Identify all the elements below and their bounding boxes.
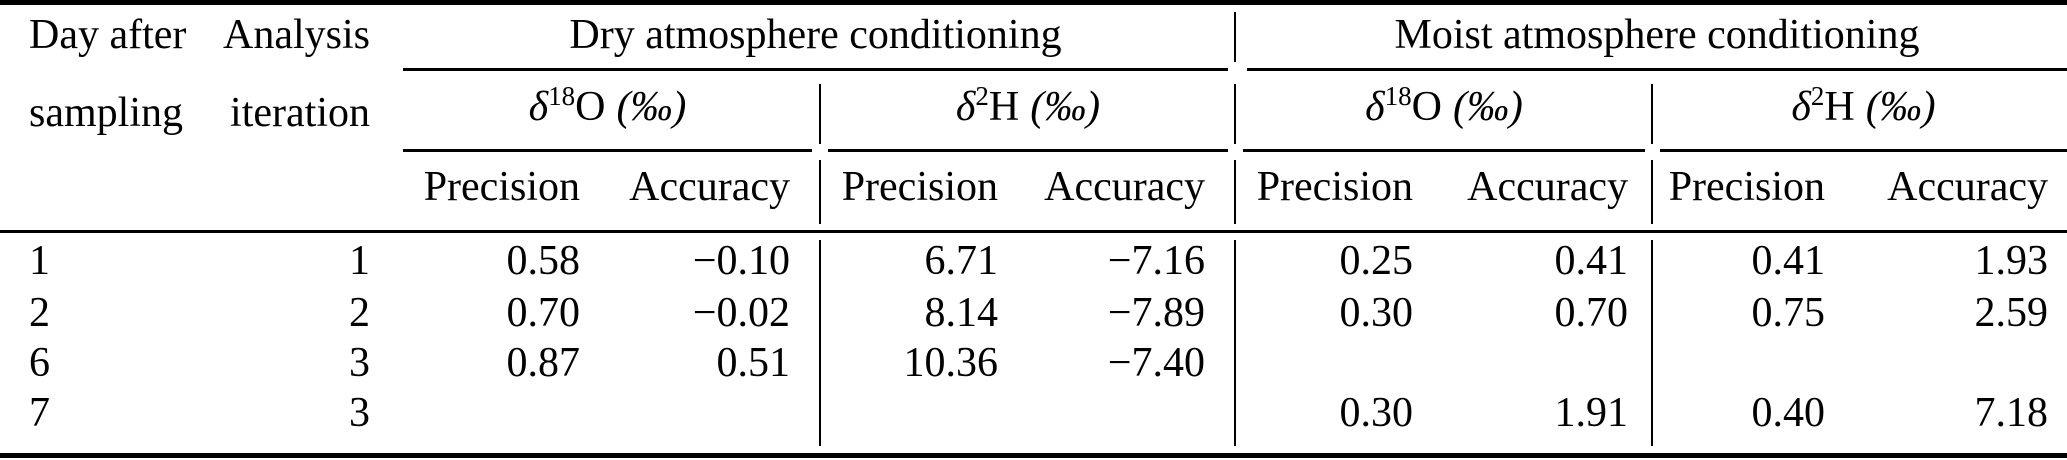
measure-header-moist-d18o-precision: Precision <box>1256 164 1413 210</box>
element-symbol: H <box>1824 84 1855 130</box>
group-header-moist: Moist atmosphere conditioning <box>1394 12 1920 58</box>
divider-sections-group-row <box>1234 12 1236 62</box>
divider-dry-isotopes-measure-row <box>819 160 821 224</box>
element-symbol: O <box>1411 84 1442 130</box>
cell-r4-day: 7 <box>29 390 50 436</box>
cell-r3-dry-d18o-accuracy: 0.51 <box>716 340 791 386</box>
delta-symbol: δ <box>1365 84 1385 130</box>
cell-r1-moist-d2h-accuracy: 1.93 <box>1974 238 2049 284</box>
delta-symbol: δ <box>1791 84 1811 130</box>
permil-unit: (‰) <box>1865 84 1936 130</box>
col-header-day-line1: Day after <box>29 12 187 58</box>
cell-r2-day: 2 <box>29 290 50 336</box>
rule-under-moist-group <box>1247 68 2067 71</box>
cell-r3-iteration: 3 <box>349 340 370 386</box>
rule-header-body-separator <box>0 230 2067 233</box>
cell-r2-dry-d18o-accuracy: −0.02 <box>692 290 790 336</box>
isotope-header-moist-d2h: δ2H (‰) <box>1660 83 2067 130</box>
cell-r1-dry-d2h-precision: 6.71 <box>924 238 999 284</box>
measure-header-moist-d2h-accuracy: Accuracy <box>1887 164 2048 210</box>
isotope-header-moist-d18o: δ18O (‰) <box>1243 83 1645 130</box>
cell-r3-dry-d18o-precision: 0.87 <box>506 340 581 386</box>
cell-r4-moist-d2h-precision: 0.40 <box>1751 390 1826 436</box>
isotope-header-dry-d2h: δ2H (‰) <box>828 83 1228 130</box>
cell-r3-day: 6 <box>29 340 50 386</box>
divider-moist-isotopes-data <box>1651 240 1653 446</box>
cell-r4-moist-d2h-accuracy: 7.18 <box>1974 390 2049 436</box>
cell-r2-dry-d2h-accuracy: −7.89 <box>1107 290 1205 336</box>
cell-r3-dry-d2h-accuracy: −7.40 <box>1107 340 1205 386</box>
cell-r4-iteration: 3 <box>349 390 370 436</box>
cell-r1-moist-d18o-precision: 0.25 <box>1339 238 1414 284</box>
divider-sections-measure-row <box>1234 160 1236 224</box>
cell-r1-dry-d2h-accuracy: −7.16 <box>1107 238 1205 284</box>
delta-symbol: δ <box>528 84 549 130</box>
measure-header-dry-d18o-precision: Precision <box>423 164 580 210</box>
mass-superscript: 18 <box>548 81 576 111</box>
permil-unit: (‰) <box>1030 84 1101 130</box>
cell-r1-day: 1 <box>29 238 50 284</box>
measure-header-dry-d2h-precision: Precision <box>841 164 998 210</box>
permil-unit: (‰) <box>616 84 687 130</box>
rule-under-moist-d18o <box>1243 149 1645 152</box>
divider-moist-isotopes-isotope-row <box>1651 84 1653 144</box>
divider-sections-data <box>1234 240 1236 446</box>
cell-r2-dry-d18o-precision: 0.70 <box>506 290 581 336</box>
rule-under-dry-group <box>403 68 1228 71</box>
divider-moist-isotopes-measure-row <box>1651 160 1653 224</box>
cell-r1-moist-d18o-accuracy: 0.41 <box>1554 238 1629 284</box>
element-symbol: O <box>575 84 606 130</box>
cell-r1-dry-d18o-accuracy: −0.10 <box>692 238 790 284</box>
group-header-dry: Dry atmosphere conditioning <box>569 12 1062 58</box>
divider-sections-isotope-row <box>1234 84 1236 144</box>
permil-unit: (‰) <box>1452 84 1523 130</box>
mass-superscript: 18 <box>1384 81 1412 111</box>
cell-r2-moist-d18o-accuracy: 0.70 <box>1554 290 1629 336</box>
cell-r2-iteration: 2 <box>349 290 370 336</box>
rule-bottom <box>0 453 2067 458</box>
divider-dry-isotopes-data <box>819 240 821 446</box>
cell-r1-moist-d2h-precision: 0.41 <box>1751 238 1826 284</box>
rule-under-dry-d18o <box>403 149 812 152</box>
cell-r2-moist-d18o-precision: 0.30 <box>1339 290 1414 336</box>
col-header-day-line2: sampling <box>29 90 183 136</box>
mass-superscript: 2 <box>975 81 989 111</box>
cell-r2-dry-d2h-precision: 8.14 <box>924 290 999 336</box>
cell-r4-moist-d18o-accuracy: 1.91 <box>1554 390 1629 436</box>
measure-header-dry-d18o-accuracy: Accuracy <box>629 164 790 210</box>
rule-top <box>0 0 2067 5</box>
cell-r2-moist-d2h-precision: 0.75 <box>1751 290 1826 336</box>
cell-r2-moist-d2h-accuracy: 2.59 <box>1974 290 2049 336</box>
mass-superscript: 2 <box>1810 81 1825 111</box>
measure-header-moist-d18o-accuracy: Accuracy <box>1467 164 1628 210</box>
col-header-iteration-line1: Analysis <box>223 12 370 58</box>
rule-under-moist-d2h <box>1660 149 2067 152</box>
cell-r4-moist-d18o-precision: 0.30 <box>1339 390 1414 436</box>
delta-symbol: δ <box>955 84 976 130</box>
divider-dry-isotopes-isotope-row <box>819 84 821 144</box>
measure-header-moist-d2h-precision: Precision <box>1668 164 1825 210</box>
cell-r1-iteration: 1 <box>349 238 370 284</box>
cell-r3-dry-d2h-precision: 10.36 <box>903 340 999 386</box>
rule-under-dry-d2h <box>828 149 1228 152</box>
cell-r1-dry-d18o-precision: 0.58 <box>506 238 581 284</box>
col-header-iteration-line2: iteration <box>230 90 370 136</box>
element-symbol: H <box>988 84 1020 130</box>
measure-header-dry-d2h-accuracy: Accuracy <box>1044 164 1205 210</box>
isotope-header-dry-d18o: δ18O (‰) <box>403 83 812 130</box>
